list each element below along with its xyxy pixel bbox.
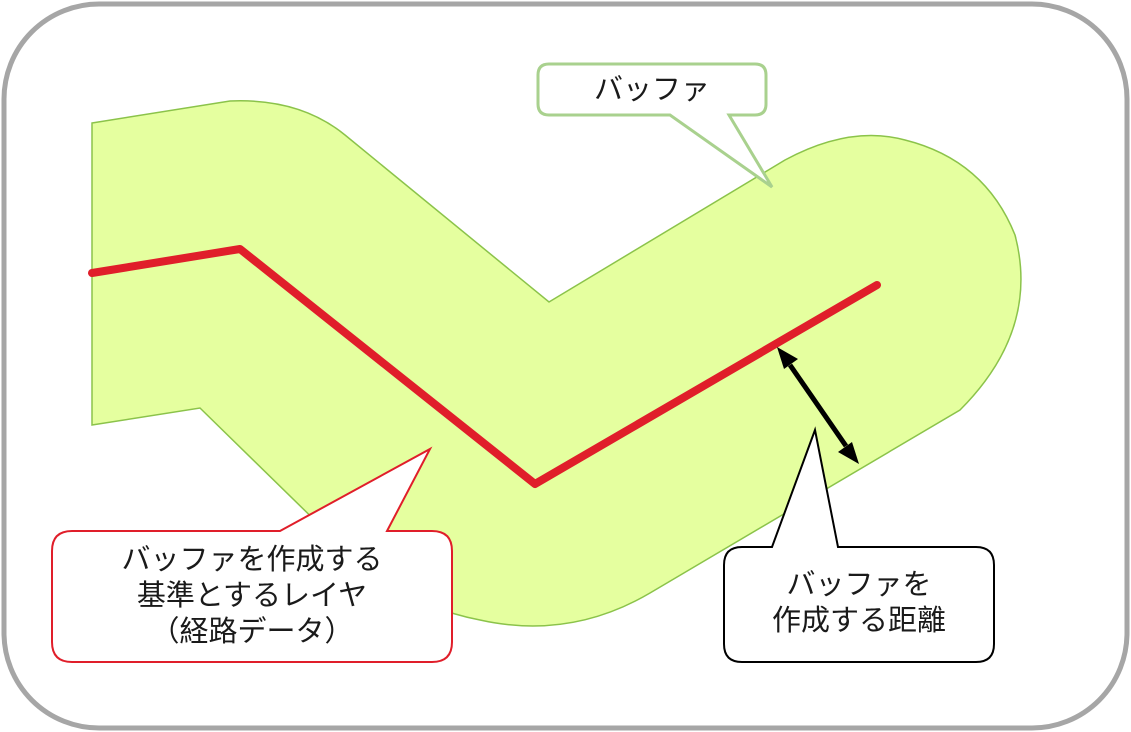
buffer-label-text: バッファ	[593, 72, 710, 106]
distance-label-line-1: バッファを	[786, 567, 932, 601]
distance-label-line-2: 作成する距離	[771, 603, 946, 637]
distance-label: バッファを 作成する距離	[724, 566, 994, 638]
base-layer-label-line-2: 基準とするレイヤ	[136, 578, 368, 612]
distance-arrow-shaft	[787, 363, 849, 448]
base-layer-label-line-1: バッファを作成する	[121, 542, 383, 576]
distance-callout	[723, 426, 995, 663]
distance-arrow-head-top	[777, 347, 798, 369]
buffer-area	[91, 100, 1022, 627]
base-layer-label: バッファを作成する 基準とするレイヤ （経路データ）	[52, 541, 452, 649]
route-line	[88, 245, 881, 488]
base-layer-callout	[51, 446, 453, 663]
buffer-label: バッファ	[538, 71, 766, 107]
distance-arrow-head-bottom	[838, 442, 859, 464]
buffer-callout	[536, 62, 774, 189]
base-layer-label-line-3: （経路データ）	[150, 614, 354, 648]
